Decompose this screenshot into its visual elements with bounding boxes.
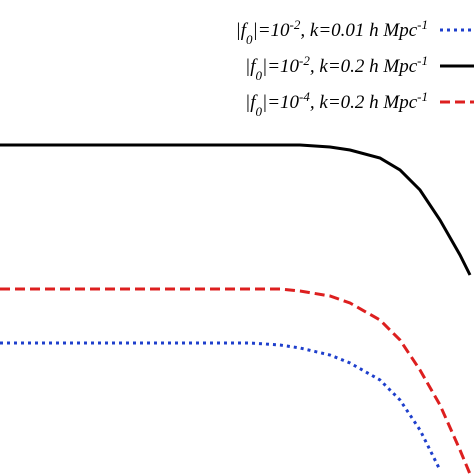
legend-label: |f0|=10-2, k=0.2 h Mpc-1 [245, 53, 428, 83]
series-line [0, 287, 472, 474]
series-line [0, 341, 442, 471]
legend-label: |f0|=10-2, k=0.01 h Mpc-1 [235, 17, 428, 47]
legend-label: |f0|=10-4, k=0.2 h Mpc-1 [245, 89, 428, 119]
series-line [0, 143, 472, 276]
